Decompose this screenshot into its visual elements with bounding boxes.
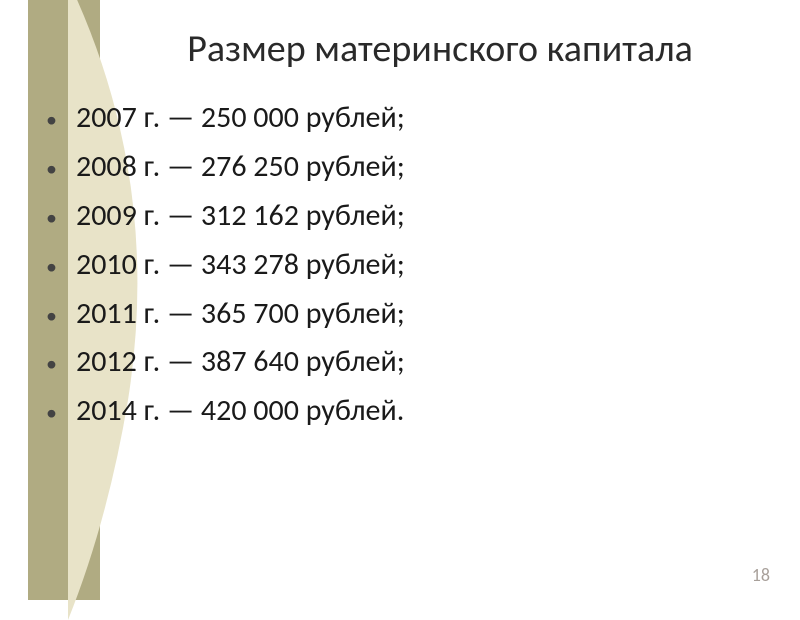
bullet-icon: • <box>46 298 76 334</box>
bullet-icon: • <box>46 200 76 236</box>
bullet-icon: • <box>46 249 76 285</box>
list-item-text: 2012 г. — 387 640 рублей; <box>76 338 405 387</box>
list-item: • 2012 г. — 387 640 рублей; <box>46 338 760 387</box>
list-item-text: 2007 г. — 250 000 рублей; <box>76 94 405 143</box>
list-item-text: 2010 г. — 343 278 рублей; <box>76 241 405 290</box>
list-item: • 2009 г. — 312 162 рублей; <box>46 192 760 241</box>
bullet-icon: • <box>46 346 76 382</box>
list-item: • 2011 г. — 365 700 рублей; <box>46 290 760 339</box>
list-item: • 2007 г. — 250 000 рублей; <box>46 94 760 143</box>
bullet-icon: • <box>46 102 76 138</box>
list-item: • 2010 г. — 343 278 рублей; <box>46 241 760 290</box>
bullet-icon: • <box>46 151 76 187</box>
bullet-list: • 2007 г. — 250 000 рублей; • 2008 г. — … <box>46 94 760 436</box>
list-item-text: 2008 г. — 276 250 рублей; <box>76 143 405 192</box>
list-item: • 2014 г. — 420 000 рублей. <box>46 387 760 436</box>
list-item-text: 2009 г. — 312 162 рублей; <box>76 192 405 241</box>
list-item-text: 2014 г. — 420 000 рублей. <box>76 387 404 436</box>
list-item-text: 2011 г. — 365 700 рублей; <box>76 290 405 339</box>
page-number: 18 <box>752 564 770 586</box>
list-item: • 2008 г. — 276 250 рублей; <box>46 143 760 192</box>
slide-title: Размер материнского капитала <box>120 26 760 72</box>
bullet-icon: • <box>46 395 76 431</box>
